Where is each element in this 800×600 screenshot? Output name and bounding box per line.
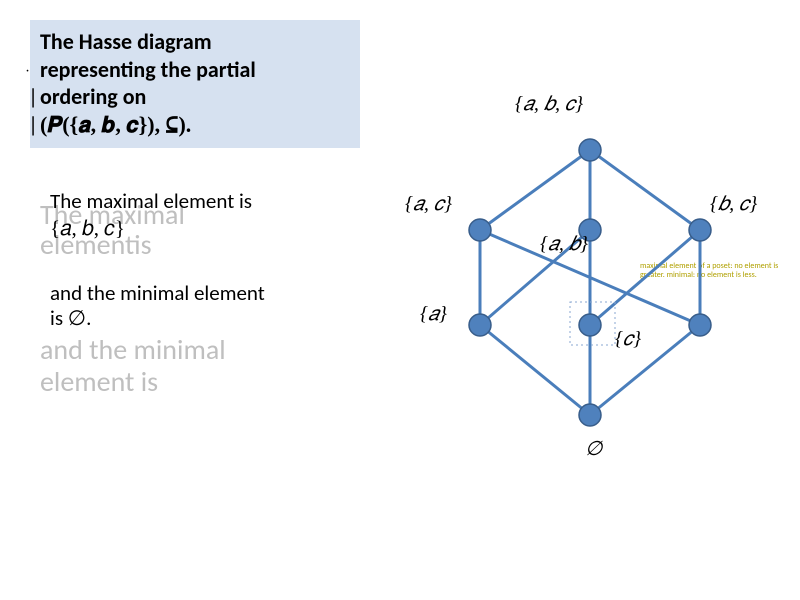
- hasse-edge: [590, 325, 700, 415]
- hasse-label-ac: {𝑎, 𝑐}: [405, 193, 452, 215]
- hasse-label-a: {𝑎}: [420, 303, 447, 325]
- title-box: The Hasse diagram · representing the par…: [30, 20, 360, 148]
- hasse-node-abc: [579, 139, 601, 161]
- body-max-set: {𝑎, 𝑏, 𝑐}: [50, 215, 370, 241]
- hasse-label-abc: {𝑎, 𝑏, 𝑐}: [515, 93, 583, 115]
- hasse-diagram: {𝑎, 𝑏, 𝑐} {𝑎, 𝑐} {𝑎, 𝑏} {𝑏, 𝑐} {𝑎} {𝑐} ∅: [400, 70, 780, 500]
- body-min-line: and the minimal element: [50, 280, 370, 306]
- hasse-edge: [590, 150, 700, 230]
- hasse-edge: [480, 150, 590, 230]
- title-math: (𝑷({𝒂, 𝒃, 𝒄}), ⊆).: [40, 112, 191, 137]
- hasse-node-empty: [579, 404, 601, 426]
- hasse-label-c: {𝑐}: [615, 328, 641, 350]
- hasse-label-bc: {𝑏, 𝑐}: [710, 193, 757, 215]
- title-line3: ordering on: [40, 83, 146, 110]
- hasse-node-c: [689, 314, 711, 336]
- hasse-label-ab: {𝑎, 𝑏}: [540, 233, 588, 255]
- hasse-edge: [480, 325, 590, 415]
- bar-1: |: [28, 83, 38, 111]
- hasse-node-a: [469, 314, 491, 336]
- bar-2: |: [28, 111, 38, 139]
- title-line1: The Hasse diagram: [40, 28, 350, 56]
- hasse-node-b: [579, 314, 601, 336]
- body-max-line: The maximal element is: [50, 188, 370, 214]
- hasse-svg: {𝑎, 𝑏, 𝑐} {𝑎, 𝑐} {𝑎, 𝑏} {𝑏, 𝑐} {𝑎} {𝑐} ∅: [400, 70, 780, 500]
- bullet-dot: ·: [26, 64, 29, 79]
- hasse-label-empty: ∅: [585, 438, 604, 460]
- ghost-min-2: element is: [40, 367, 370, 398]
- ghost-min-1: and the minimal: [40, 335, 370, 366]
- hasse-node-ac: [469, 219, 491, 241]
- body-min-line2: is ∅.: [50, 305, 370, 331]
- hasse-node-bc: [689, 219, 711, 241]
- title-line2: representing the partial: [40, 56, 256, 83]
- hasse-edge: [590, 230, 700, 325]
